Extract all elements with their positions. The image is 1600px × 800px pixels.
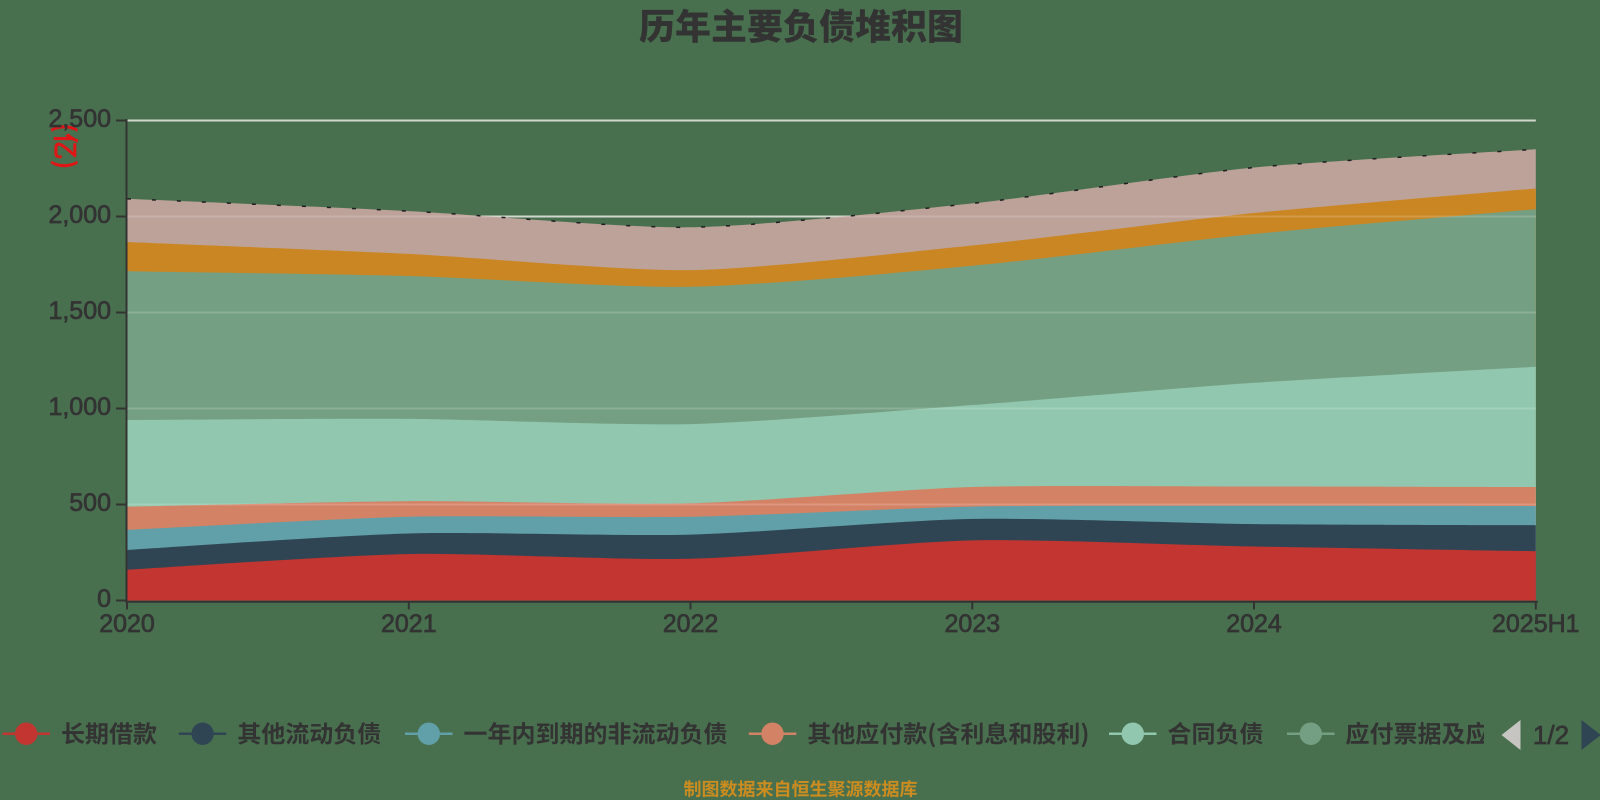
svg-text:500: 500 [69,489,111,517]
svg-text:1,000: 1,000 [48,393,111,421]
svg-text:2,000: 2,000 [48,201,111,229]
svg-text:2021: 2021 [381,610,437,638]
svg-text:0: 0 [97,585,111,613]
svg-text:2023: 2023 [944,610,1000,638]
svg-text:1,500: 1,500 [48,297,111,325]
svg-text:2022: 2022 [663,610,719,638]
svg-text:1/2: 1/2 [1533,720,1569,750]
svg-text:2024: 2024 [1226,610,1282,638]
svg-text:2025H1: 2025H1 [1492,610,1580,638]
svg-text:2,500: 2,500 [48,105,111,133]
svg-text:2020: 2020 [99,610,155,638]
